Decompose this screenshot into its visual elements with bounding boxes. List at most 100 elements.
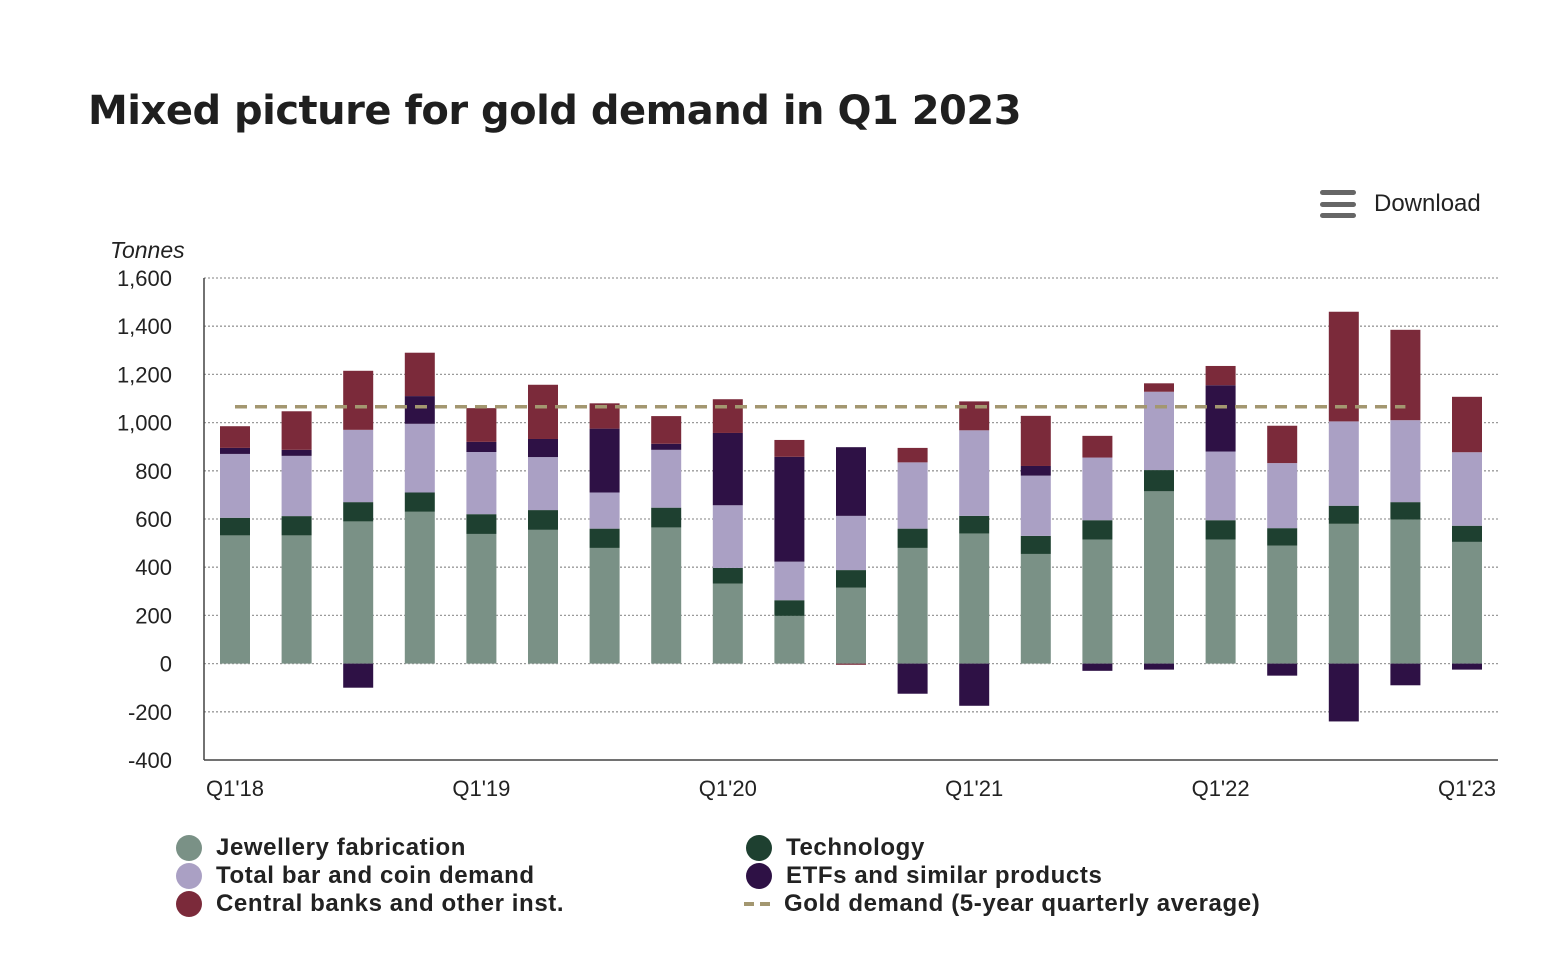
page-title: Mixed picture for gold demand in Q1 2023: [88, 88, 1022, 134]
bar-jewellery-fabrication-7: [651, 527, 682, 664]
bar-etfs-and-similar-products-0: [220, 447, 250, 454]
y-axis-label: Tonnes: [110, 237, 185, 263]
bar-total-bar-and-coin-demand-19: [1390, 420, 1421, 503]
bar-jewellery-fabrication-13: [1020, 553, 1051, 664]
y-tick-label: 1,000: [117, 411, 172, 436]
x-tick-label: Q1'20: [699, 776, 757, 801]
bar-total-bar-and-coin-demand-14: [1082, 457, 1113, 521]
bar-etfs-and-similar-products-10: [836, 447, 866, 516]
download-button[interactable]: Download: [1320, 184, 1481, 224]
bar-total-bar-and-coin-demand-20: [1452, 452, 1482, 526]
bar-total-bar-and-coin-demand-17: [1267, 463, 1298, 529]
bar-central-banks-and-other-inst-15: [1144, 383, 1174, 392]
bar-etfs-and-similar-products-16: [1205, 385, 1236, 452]
bar-technology-5: [528, 510, 558, 530]
bar-technology-16: [1205, 520, 1236, 540]
bar-technology-12: [959, 515, 990, 534]
legend-dash-average: [744, 902, 770, 906]
legend-label-jewellery: Jewellery fabrication: [216, 834, 467, 861]
bar-central-banks-and-other-inst-5: [528, 384, 558, 439]
legend-item-average[interactable]: Gold demand (5-year quarterly average): [744, 890, 1260, 918]
bar-jewellery-fabrication-12: [959, 533, 990, 664]
x-tick-label: Q1'21: [945, 776, 1003, 801]
bar-central-banks-and-other-inst-9: [774, 439, 805, 457]
bar-technology-15: [1144, 470, 1174, 492]
y-tick-label: 0: [160, 652, 172, 677]
gold-demand-chart: Tonnes -400 -200 0 200 400 600 800 1,000 1,200 1,4…: [110, 237, 1498, 801]
bar-jewellery-fabrication-19: [1390, 519, 1421, 664]
bar-jewellery-fabrication-20: [1452, 541, 1482, 664]
bar-etfs-and-similar-products-11: [897, 663, 928, 694]
bar-technology-13: [1020, 535, 1051, 554]
bar-central-banks-and-other-inst-20: [1452, 396, 1482, 453]
bar-central-banks-and-other-inst-4: [466, 408, 497, 442]
bar-jewellery-fabrication-3: [404, 511, 435, 664]
bar-jewellery-fabrication-16: [1205, 539, 1236, 664]
bar-central-banks-and-other-inst-13: [1020, 415, 1051, 466]
bar-technology-4: [466, 514, 497, 534]
legend-label-average: Gold demand (5-year quarterly average): [784, 890, 1261, 917]
bar-central-banks-and-other-inst-7: [651, 416, 682, 444]
legend-item-jewellery[interactable]: Jewellery fabrication: [176, 834, 466, 862]
legend-label-etfs: ETFs and similar products: [786, 862, 1103, 889]
legend-item-bar-coin[interactable]: Total bar and coin demand: [176, 862, 535, 890]
bar-total-bar-and-coin-demand-12: [959, 430, 990, 516]
bar-jewellery-fabrication-8: [712, 583, 743, 664]
y-tick-label: -400: [128, 748, 172, 773]
y-tick-label: 1,200: [117, 362, 172, 387]
bar-central-banks-and-other-inst-1: [281, 411, 312, 450]
bar-jewellery-fabrication-17: [1267, 545, 1298, 664]
bar-central-banks-and-other-inst-2: [343, 370, 374, 430]
bar-technology-10: [836, 570, 866, 588]
y-tick-label: 600: [135, 507, 172, 532]
legend-item-technology[interactable]: Technology: [746, 834, 925, 862]
legend-item-central-banks[interactable]: Central banks and other inst.: [176, 890, 564, 918]
bar-jewellery-fabrication-0: [220, 535, 250, 664]
legend-label-central-banks: Central banks and other inst.: [216, 890, 565, 917]
bar-etfs-and-similar-products-19: [1390, 663, 1421, 686]
bar-etfs-and-similar-products-4: [466, 441, 497, 453]
bar-etfs-and-similar-products-6: [589, 428, 620, 493]
y-tick-label: -200: [128, 700, 172, 725]
bar-jewellery-fabrication-14: [1082, 539, 1113, 664]
x-tick-label: Q1'23: [1438, 776, 1496, 801]
bar-jewellery-fabrication-10: [836, 587, 866, 664]
bar-technology-2: [343, 502, 374, 522]
legend-label-technology: Technology: [786, 834, 925, 861]
bar-jewellery-fabrication-5: [528, 529, 558, 664]
legend-swatch-central-banks: [176, 891, 202, 917]
bar-technology-20: [1452, 525, 1482, 542]
bar-total-bar-and-coin-demand-10: [836, 515, 866, 571]
legend-swatch-jewellery: [176, 835, 202, 861]
bar-jewellery-fabrication-2: [343, 521, 374, 664]
bar-jewellery-fabrication-9: [774, 615, 805, 664]
bar-total-bar-and-coin-demand-18: [1328, 421, 1359, 506]
x-tick-label: Q1'19: [452, 776, 510, 801]
y-tick-label: 1,600: [117, 266, 172, 291]
bar-etfs-and-similar-products-8: [712, 432, 743, 506]
y-tick-label: 400: [135, 555, 172, 580]
bar-central-banks-and-other-inst-17: [1267, 425, 1298, 464]
bar-total-bar-and-coin-demand-7: [651, 449, 682, 508]
bar-central-banks-and-other-inst-11: [897, 447, 928, 463]
bar-total-bar-and-coin-demand-3: [404, 423, 435, 493]
bar-total-bar-and-coin-demand-16: [1205, 451, 1236, 521]
bar-central-banks-and-other-inst-0: [220, 426, 250, 448]
bar-technology-3: [404, 492, 435, 512]
bar-jewellery-fabrication-6: [589, 547, 620, 664]
x-tick-label: Q1'22: [1192, 776, 1250, 801]
bar-etfs-and-similar-products-17: [1267, 663, 1298, 676]
bar-central-banks-and-other-inst-14: [1082, 435, 1113, 458]
y-tick-label: 1,400: [117, 314, 172, 339]
bar-etfs-and-similar-products-9: [774, 456, 805, 562]
bar-technology-9: [774, 600, 805, 616]
bar-total-bar-and-coin-demand-9: [774, 561, 805, 601]
y-tick-label: 800: [135, 459, 172, 484]
legend-item-etfs[interactable]: ETFs and similar products: [746, 862, 1102, 890]
bar-central-banks-and-other-inst-10: [836, 663, 866, 665]
bar-total-bar-and-coin-demand-4: [466, 452, 497, 515]
bar-central-banks-and-other-inst-18: [1328, 311, 1359, 422]
bar-central-banks-and-other-inst-3: [404, 352, 435, 397]
bar-etfs-and-similar-products-12: [959, 663, 990, 706]
bar-etfs-and-similar-products-18: [1328, 663, 1359, 722]
